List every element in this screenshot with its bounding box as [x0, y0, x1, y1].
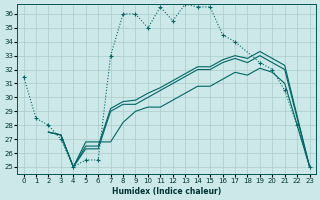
X-axis label: Humidex (Indice chaleur): Humidex (Indice chaleur)	[112, 187, 221, 196]
